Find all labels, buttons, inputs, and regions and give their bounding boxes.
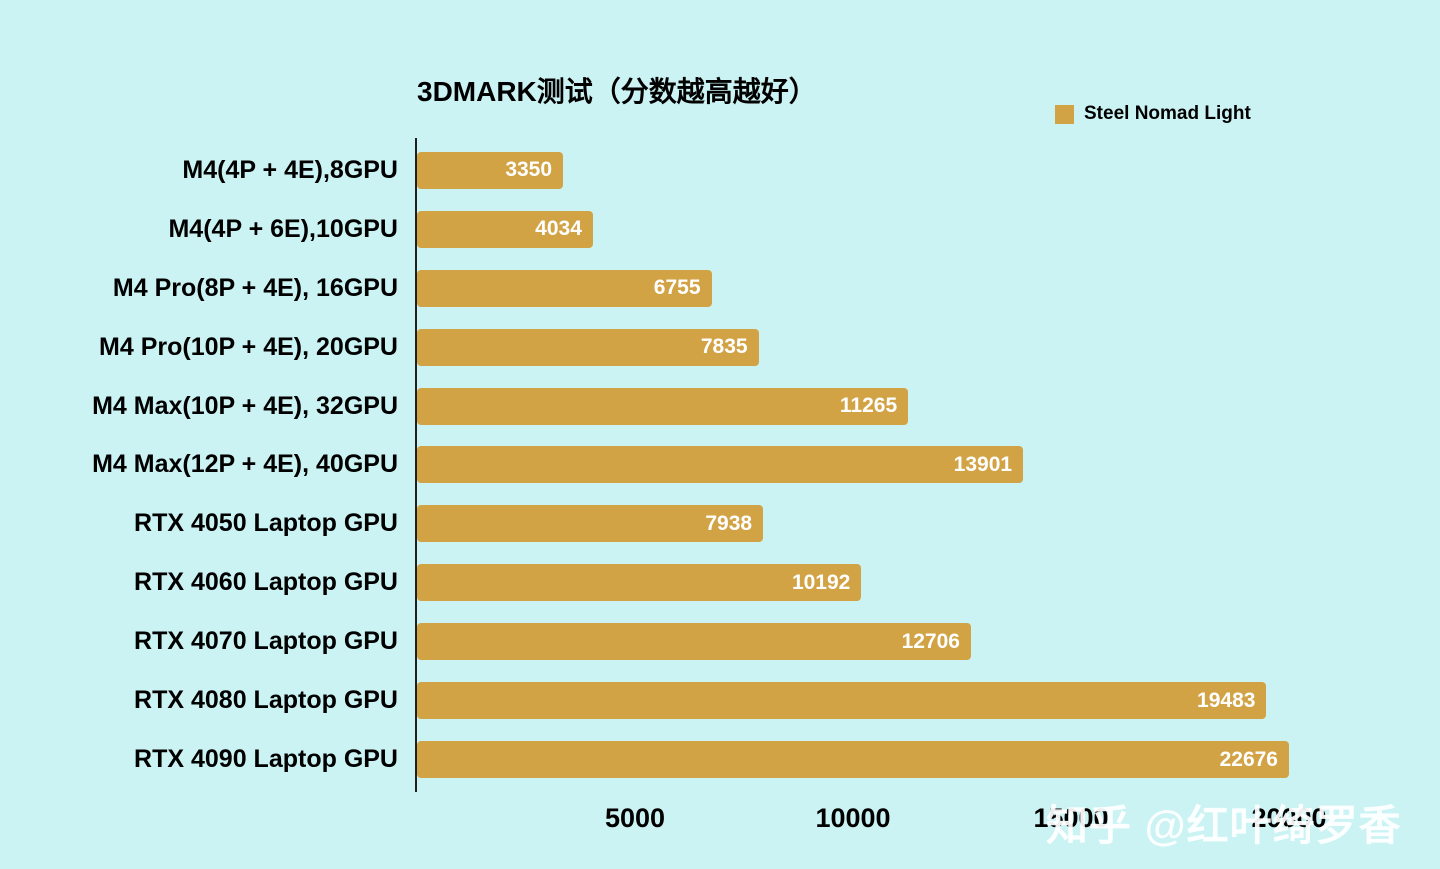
bar: 7938 — [417, 505, 764, 543]
category-label: RTX 4050 Laptop GPU — [134, 509, 398, 538]
bar-track: 3350 — [417, 151, 1289, 189]
category-label: RTX 4080 Laptop GPU — [134, 686, 398, 715]
category-label: M4(4P + 6E),10GPU — [168, 214, 398, 243]
x-axis: 5000 10000 15000 20000 — [417, 803, 1327, 843]
value-label: 11265 — [839, 394, 898, 418]
category-label: RTX 4070 Laptop GPU — [134, 627, 398, 656]
plot-area: M4(4P + 4E),8GPU 3350 M4(4P + 6E),10GPU 403… — [0, 138, 1440, 869]
value-label: 12706 — [901, 629, 960, 653]
bar: 7835 — [417, 328, 759, 366]
watermark: 知乎 @红叶绮罗香 — [1046, 802, 1402, 849]
value-label: 6755 — [653, 276, 701, 300]
bar: 10192 — [417, 564, 862, 602]
value-label: 10192 — [791, 570, 851, 594]
bar-row: M4(4P + 6E),10GPU 4034 — [0, 200, 1440, 259]
category-label: RTX 4090 Laptop GPU — [134, 745, 398, 774]
bar-track: 6755 — [417, 269, 1289, 307]
bar-track: 4034 — [417, 210, 1289, 248]
chart-title: 3DMARK测试（分数越高越好） — [417, 76, 817, 107]
bar-track: 13901 — [417, 446, 1289, 484]
bar-row: RTX 4060 Laptop GPU 10192 — [0, 553, 1440, 612]
bar-row: M4 Pro(8P + 4E), 16GPU 6755 — [0, 259, 1440, 318]
bar-track: 22676 — [417, 741, 1289, 779]
bar-track: 19483 — [417, 682, 1289, 720]
bar: 19483 — [417, 682, 1267, 720]
value-label: 22676 — [1219, 747, 1278, 771]
bar-rows: M4(4P + 4E),8GPU 3350 M4(4P + 6E),10GPU 403… — [0, 141, 1440, 789]
bar: 11265 — [417, 387, 909, 425]
bar-row: M4 Pro(10P + 4E), 20GPU 7835 — [0, 318, 1440, 377]
bar-row: RTX 4090 Laptop GPU 22676 — [0, 730, 1440, 789]
bar: 12706 — [417, 623, 971, 661]
bar: 6755 — [417, 269, 712, 307]
bar-row: M4(4P + 4E),8GPU 3350 — [0, 141, 1440, 200]
legend: Steel Nomad Light — [1055, 103, 1251, 125]
x-tick-label: 5000 — [604, 803, 666, 833]
value-label: 7835 — [700, 335, 748, 359]
value-label: 7938 — [705, 511, 753, 535]
bar-track: 7938 — [417, 505, 1289, 543]
category-label: RTX 4060 Laptop GPU — [134, 568, 398, 597]
legend-label: Steel Nomad Light — [1084, 103, 1251, 124]
value-label: 19483 — [1197, 688, 1256, 712]
category-label: M4 Max(12P + 4E), 40GPU — [92, 450, 398, 479]
bar: 22676 — [417, 741, 1289, 779]
bar-row: RTX 4080 Laptop GPU 19483 — [0, 671, 1440, 730]
category-label: M4(4P + 4E),8GPU — [182, 155, 398, 184]
bar-row: M4 Max(10P + 4E), 32GPU 11265 — [0, 377, 1440, 436]
x-tick-label: 15000 — [1033, 803, 1109, 833]
x-tick-label: 10000 — [815, 803, 891, 833]
bar-row: M4 Max(12P + 4E), 40GPU 13901 — [0, 436, 1440, 495]
value-label: 4034 — [535, 217, 582, 241]
bar-row: RTX 4070 Laptop GPU 12706 — [0, 612, 1440, 671]
category-label: M4 Pro(8P + 4E), 16GPU — [112, 273, 398, 302]
category-label: M4 Max(10P + 4E), 32GPU — [92, 391, 398, 420]
category-label: M4 Pro(10P + 4E), 20GPU — [99, 332, 398, 361]
legend-swatch-icon — [1055, 104, 1074, 124]
y-axis-line — [415, 138, 417, 792]
bar: 13901 — [417, 446, 1024, 484]
bar-track: 11265 — [417, 387, 1289, 425]
x-tick-label: 20000 — [1251, 803, 1327, 833]
bar: 3350 — [417, 151, 564, 189]
bar-row: RTX 4050 Laptop GPU 7938 — [0, 494, 1440, 553]
bar-track: 7835 — [417, 328, 1289, 366]
bar-track: 12706 — [417, 623, 1289, 661]
bar: 4034 — [417, 210, 593, 248]
value-label: 3350 — [505, 158, 553, 182]
value-label: 13901 — [953, 452, 1013, 476]
bar-track: 10192 — [417, 564, 1289, 602]
